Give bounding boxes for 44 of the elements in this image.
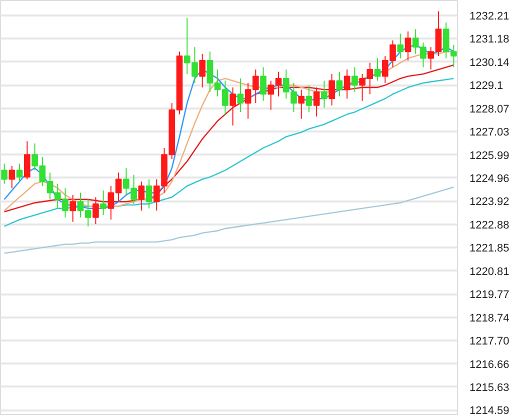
candlestick (24, 140, 30, 180)
y-tick-label: 1223.92 (470, 196, 510, 208)
candlestick (404, 30, 412, 62)
y-tick-label: 1220.81 (470, 266, 510, 278)
y-tick-label: 1221.85 (470, 242, 510, 255)
candlestick (199, 53, 206, 88)
y-tick-label: 1227.03 (470, 126, 510, 139)
y-tick-label: 1229.1 (470, 80, 504, 92)
candlestick (70, 194, 76, 222)
candlestick (306, 84, 312, 113)
y-tick-label: 1232.21 (470, 10, 510, 23)
candlestick (344, 69, 350, 100)
y-tick-label: 1218.74 (470, 312, 510, 324)
y-tick-label: 1215.63 (470, 382, 510, 394)
line-series (4, 186, 454, 254)
candlestick (92, 196, 99, 225)
candlestick (1, 163, 8, 184)
candlestick (146, 178, 152, 209)
candlestick (16, 163, 23, 182)
candlestick (313, 86, 320, 118)
candlestick (321, 80, 328, 108)
y-tick-label: 1230.14 (470, 56, 510, 69)
y-tick-label: 1224.96 (470, 172, 510, 185)
y-tick-label: 1231.18 (470, 34, 510, 46)
y-tick-label: 1222.88 (470, 220, 510, 232)
y-tick-label: 1217.70 (470, 336, 510, 348)
y-tick-label: 1219.77 (470, 289, 510, 302)
candlestick (352, 66, 358, 92)
candlestick (138, 181, 145, 212)
candlestick (237, 78, 244, 113)
candlestick (328, 73, 335, 106)
y-tick-label: 1214.59 (470, 405, 510, 418)
candlestick (230, 86, 236, 126)
candlestick (336, 71, 343, 97)
candlestick (260, 66, 266, 102)
y-tick-label: 1216.66 (470, 358, 510, 371)
candlestick (374, 58, 381, 82)
candlestick (298, 89, 305, 120)
candlestick (100, 190, 106, 216)
y-tick-label: 1225.99 (470, 150, 510, 162)
y-tick-label: 1228.07 (470, 103, 510, 116)
candlestick (397, 33, 404, 59)
line-series (4, 78, 454, 227)
candlestick (8, 165, 16, 189)
